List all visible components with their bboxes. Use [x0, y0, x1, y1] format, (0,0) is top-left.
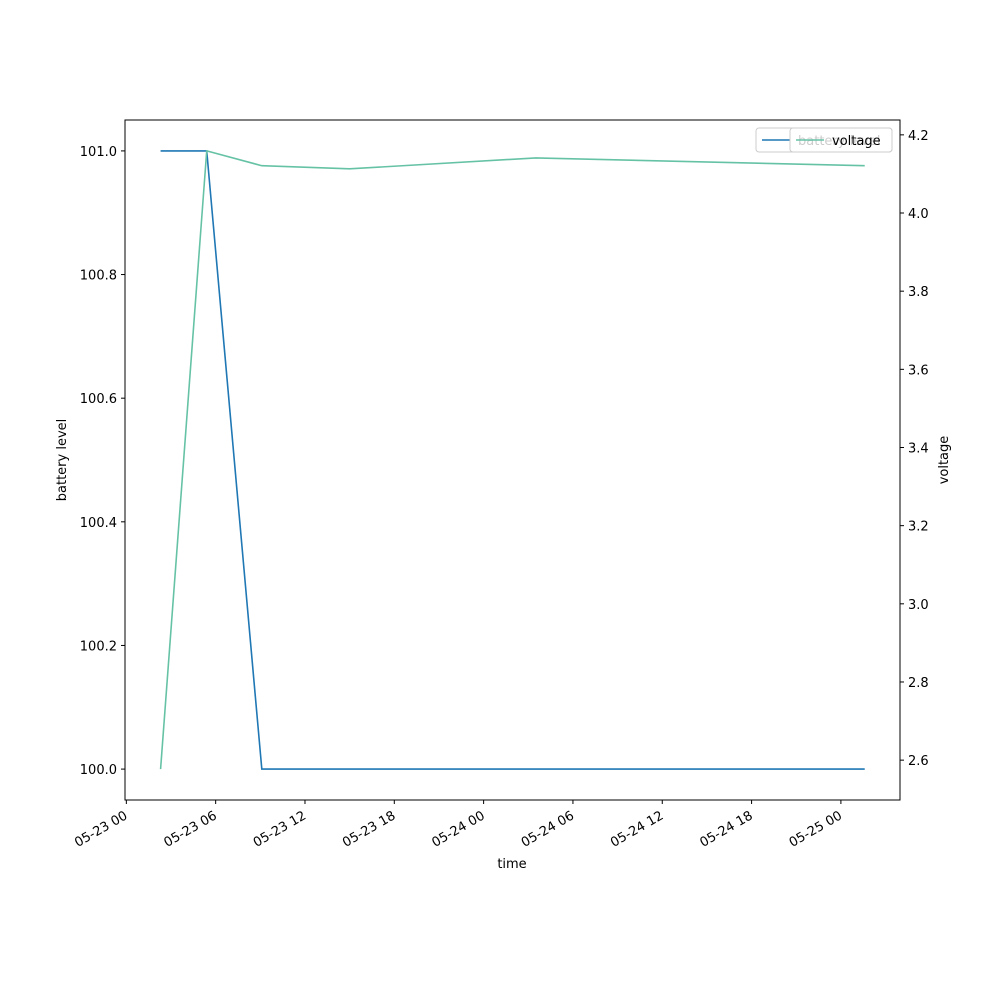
- y-tick-label: 100.8: [80, 269, 117, 284]
- x-axis-label: time: [497, 857, 526, 872]
- y-tick-label: 101.0: [80, 145, 117, 160]
- series-line: [160, 150, 865, 770]
- x-tick-label: 05-24 12: [608, 808, 666, 850]
- y2-tick-label: 2.8: [908, 676, 929, 691]
- y2-tick-label: 4.0: [908, 207, 929, 222]
- plot-frame: [124, 119, 901, 801]
- y-axis-label: battery level: [55, 419, 70, 502]
- y2-tick-label: 3.8: [908, 285, 929, 300]
- x-tick-label: 05-23 06: [162, 808, 220, 850]
- x-tick-label: 05-24 06: [519, 808, 577, 850]
- y2-tick-label: 3.2: [908, 520, 929, 535]
- legend-box: [789, 127, 893, 153]
- x-tick-label: 05-23 12: [251, 808, 309, 850]
- y2-tick-label: 3.6: [908, 363, 929, 378]
- y2-tick-label: 3.0: [908, 598, 929, 613]
- series-line: [159, 149, 865, 770]
- legend-label: voltage: [832, 134, 881, 149]
- x-tick-label: 05-23 18: [340, 808, 398, 850]
- y-tick-label: 100.0: [80, 763, 117, 778]
- y2-axis-label: voltage: [937, 436, 952, 485]
- legend: voltage: [789, 127, 893, 153]
- y-tick-label: 100.2: [80, 639, 117, 654]
- x-tick-label: 05-23 00: [72, 808, 130, 850]
- y2-tick-label: 3.4: [908, 441, 929, 456]
- y-tick-label: 100.6: [80, 392, 117, 407]
- x-tick-label: 05-24 18: [697, 808, 755, 850]
- y2-tick-label: 4.2: [908, 129, 929, 144]
- x-tick-label: 05-25 00: [787, 808, 845, 850]
- y2-tick-label: 2.6: [908, 754, 929, 769]
- y-tick-label: 100.4: [80, 516, 117, 531]
- x-tick-label: 05-24 00: [429, 808, 487, 850]
